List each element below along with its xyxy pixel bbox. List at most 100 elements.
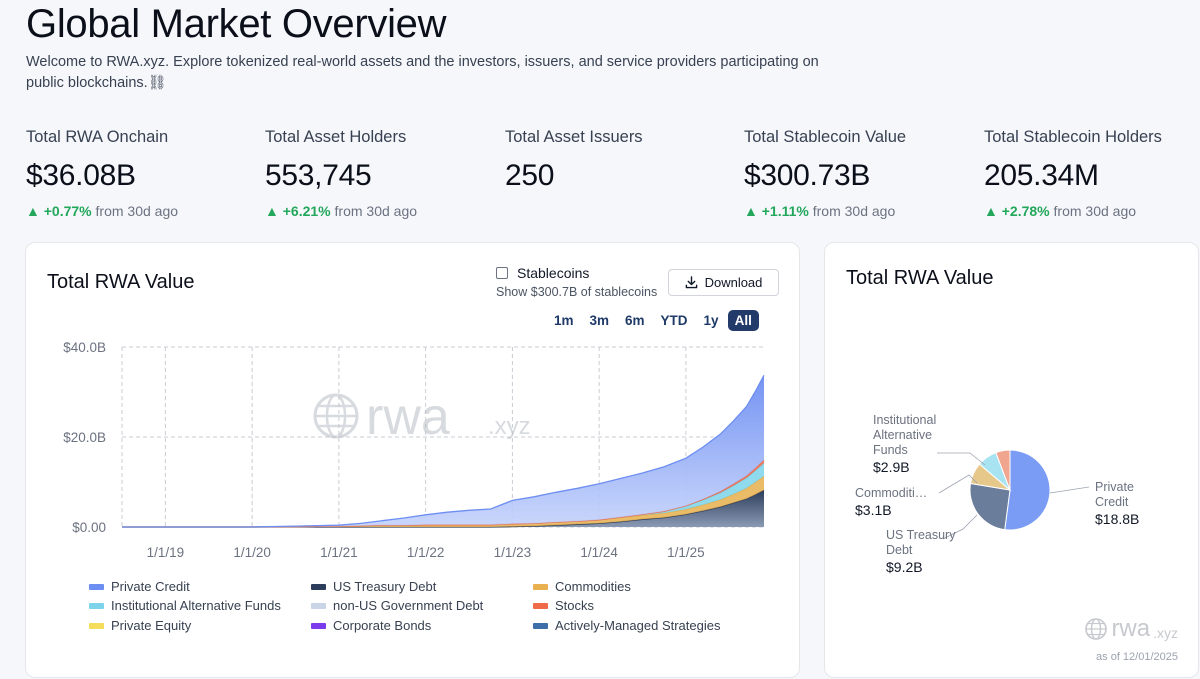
y-tick-label: $40.0B (63, 340, 106, 355)
legend-label: Private Equity (111, 618, 192, 633)
legend-item-institutional-alternative-funds[interactable]: Institutional Alternative Funds (89, 598, 281, 613)
pie-slice-private-credit (1004, 449, 1051, 531)
stat-change-suffix: from 30d ago (334, 203, 418, 219)
pie-title: Total RWA Value (846, 267, 994, 289)
x-tick-label: 1/1/20 (233, 545, 271, 560)
area-series-private-credit (122, 375, 764, 527)
stablecoins-label: Stablecoins (517, 265, 590, 281)
legend-item-commodities[interactable]: Commodities (533, 579, 631, 594)
legend-swatch (311, 602, 326, 609)
chart-title: Total RWA Value (47, 271, 195, 293)
as-of-date: as of 12/01/2025 (1096, 651, 1178, 663)
legend-label: Corporate Bonds (333, 618, 432, 633)
x-tick-label: 1/1/24 (580, 545, 618, 560)
stat-label: Total RWA Onchain (26, 128, 169, 146)
stat-value: $36.08B (26, 159, 136, 192)
pie-label-us-treasury-debt: US Treasury Debt $9.2B (886, 528, 956, 575)
watermark-text: rwa (1111, 615, 1151, 642)
download-icon (685, 276, 697, 289)
download-button[interactable]: Download (668, 269, 779, 296)
stat-label: Total Stablecoin Holders (984, 128, 1162, 146)
stablecoins-toggle[interactable]: Stablecoins Show $300.7B of stablecoins (496, 265, 657, 299)
area-line-private-credit (122, 374, 765, 528)
stat-value: 205.34M (984, 159, 1099, 192)
rwa-watermark: rwa .xyz (1084, 615, 1178, 643)
legend-label: US Treasury Debt (333, 579, 437, 594)
legend-label: Institutional Alternative Funds (111, 598, 281, 613)
stat-change-pct: +1.11% (761, 203, 809, 219)
legend-label: Private Credit (111, 579, 190, 594)
globe-icon (1085, 618, 1108, 640)
legend-item-private-credit[interactable]: Private Credit (89, 579, 190, 594)
legend-swatch (89, 622, 104, 629)
pie-slice-us-treasury-debt (969, 482, 1011, 531)
pie-label-institutional-alternative-funds: Institutional Alternative Funds $2.9B (873, 413, 937, 475)
stablecoins-sub: Show $300.7B of stablecoins (496, 285, 658, 299)
page-subtitle: Welcome to RWA.xyz. Explore tokenized re… (26, 54, 819, 91)
x-tick-label: 1/1/22 (407, 545, 445, 560)
up-arrow-icon: ▲ (265, 203, 279, 219)
legend-item-us-treasury-debt[interactable]: US Treasury Debt (311, 579, 436, 594)
stat-change: ▲ +2.78% from 30d ago (984, 203, 1200, 219)
legend-label: Stocks (555, 598, 595, 613)
pie-label-commodities: Commoditi… $3.1B (855, 486, 928, 518)
range-ytd[interactable]: YTD (660, 313, 688, 328)
range-6m[interactable]: 6m (625, 313, 645, 328)
stat-stablecoin-value: Total Stablecoin Value $300.73B ▲ +1.11%… (744, 128, 974, 219)
time-range-selector: 1m 3m 6m YTD 1y All (546, 310, 760, 331)
x-tick-label: 1/1/19 (147, 545, 185, 560)
pie-label-private-credit: Private Credit $18.8B (1095, 480, 1140, 527)
rwa-value-chart-card: Total RWA Value Stablecoins Show $300.7B… (25, 242, 800, 678)
legend-item-stocks[interactable]: Stocks (533, 598, 594, 613)
pie-leader-line (938, 474, 978, 494)
watermark-suffix: .xyz (1153, 625, 1178, 641)
watermark-suffix: .xyz (488, 413, 531, 440)
x-tick-label: 1/1/21 (320, 545, 358, 560)
x-tick-label: 1/1/25 (667, 545, 705, 560)
stat-change-suffix: from 30d ago (812, 203, 896, 219)
legend-item-private-equity[interactable]: Private Equity (89, 618, 191, 633)
legend-label: Commodities (555, 579, 631, 594)
legend-swatch (311, 583, 326, 590)
y-tick-label: $20.0B (63, 430, 106, 445)
chart-watermark: rwa .xyz (313, 388, 531, 446)
x-tick-label: 1/1/23 (494, 545, 532, 560)
stat-label: Total Asset Issuers (505, 128, 643, 146)
range-1m[interactable]: 1m (554, 313, 574, 328)
watermark-text: rwa (366, 388, 450, 446)
stat-change: ▲ +1.11% from 30d ago (744, 203, 974, 219)
legend-swatch (533, 602, 548, 609)
stat-asset-holders: Total Asset Holders 553,745 ▲ +6.21% fro… (265, 128, 495, 219)
stat-change-pct: +6.21% (282, 203, 331, 219)
range-3m[interactable]: 3m (589, 313, 610, 328)
pie-slice-other (995, 449, 1011, 491)
stablecoins-checkbox[interactable] (496, 267, 508, 279)
up-arrow-icon: ▲ (26, 203, 40, 219)
area-line-stocks (122, 459, 765, 528)
rwa-area-chart: $0.00 $20.0B $40.0B 1/1/19 1/1/20 1/1/21 1/1/2… (63, 340, 765, 560)
legend-label: Actively-Managed Strategies (555, 618, 721, 633)
pie-leader-line (1049, 486, 1090, 494)
legend-label: non-US Government Debt (333, 598, 484, 613)
rwa-value-pie-card: Total RWA Value Institutional Alternativ… (824, 242, 1199, 678)
up-arrow-icon: ▲ (744, 203, 758, 219)
rwa-pie-chart (937, 449, 1090, 540)
stat-label: Total Stablecoin Value (744, 128, 907, 146)
stat-change-pct: +0.77% (43, 203, 92, 219)
stat-stablecoin-holders: Total Stablecoin Holders 205.34M ▲ +2.78… (984, 128, 1200, 219)
up-arrow-icon: ▲ (984, 203, 998, 219)
legend-item-actively-managed-strategies[interactable]: Actively-Managed Strategies (533, 618, 720, 633)
area-series-us-treasury-debt (122, 490, 764, 527)
legend-item-corporate-bonds[interactable]: Corporate Bonds (311, 618, 431, 633)
pie-leader-line (942, 514, 978, 540)
legend-swatch (311, 622, 326, 629)
stat-value: 250 (505, 159, 555, 192)
stat-label: Total Asset Holders (265, 128, 407, 146)
legend-item-non-us-government-debt[interactable]: non-US Government Debt (311, 598, 483, 613)
page-title: Global Market Overview (26, 2, 447, 46)
stat-change: ▲ +6.21% from 30d ago (265, 203, 495, 219)
range-1y[interactable]: 1y (703, 313, 719, 328)
range-all[interactable]: All (727, 310, 759, 331)
legend-swatch (533, 622, 548, 629)
stat-value: 553,745 (265, 159, 372, 192)
